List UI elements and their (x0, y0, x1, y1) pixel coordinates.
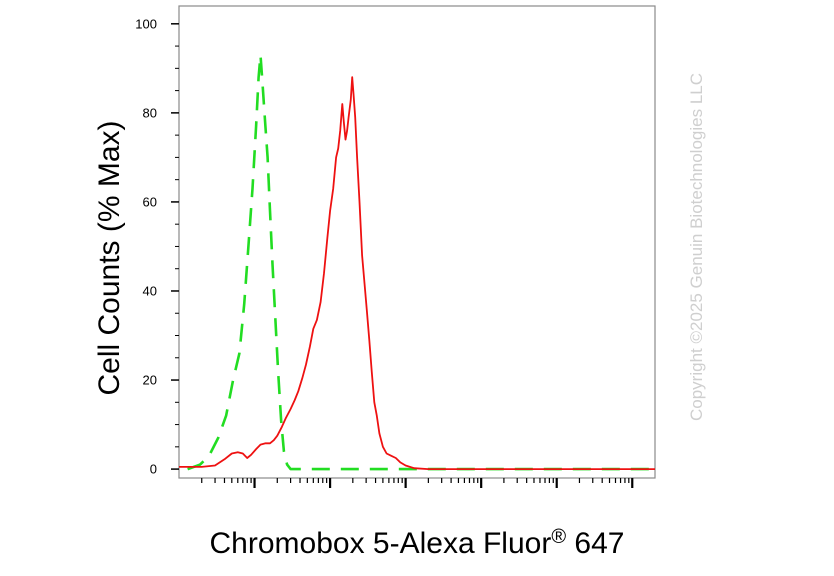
registered-mark: ® (551, 526, 567, 548)
x-axis-label-main: Chromobox 5-Alexa Fluor (209, 527, 552, 560)
series-line-red (179, 76, 655, 470)
y-tick-label: 0 (150, 462, 157, 477)
x-axis (201, 478, 634, 488)
y-tick-label: 60 (143, 194, 157, 209)
y-tick-label: 40 (143, 283, 157, 298)
plot-frame (178, 5, 656, 479)
y-tick-label: 80 (143, 105, 157, 120)
x-axis-label: Chromobox 5-Alexa Fluor® 647 (0, 526, 834, 561)
y-tick-label: 100 (135, 16, 157, 31)
y-tick-label: 20 (143, 373, 157, 388)
copyright-watermark: Copyright ©2025 Genuin Biotechnologies L… (687, 73, 706, 421)
y-axis-label: Cell Counts (% Max) (93, 120, 126, 395)
y-axis: 0 20 40 60 80 100 (135, 16, 179, 477)
series-line-green-dashed (187, 53, 655, 471)
series-layer (179, 53, 655, 471)
x-axis-label-tail: 647 (566, 527, 625, 560)
